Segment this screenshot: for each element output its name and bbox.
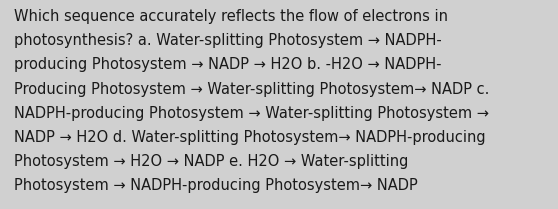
Text: Producing Photosystem → Water-splitting Photosystem→ NADP c.: Producing Photosystem → Water-splitting …: [14, 82, 489, 97]
Text: NADPH-producing Photosystem → Water-splitting Photosystem →: NADPH-producing Photosystem → Water-spli…: [14, 106, 489, 121]
Text: photosynthesis? a. Water-splitting Photosystem → NADPH-: photosynthesis? a. Water-splitting Photo…: [14, 33, 442, 48]
Text: Photosystem → H2O → NADP e. H2O → Water-splitting: Photosystem → H2O → NADP e. H2O → Water-…: [14, 154, 408, 169]
Text: NADP → H2O d. Water-splitting Photosystem→ NADPH-producing: NADP → H2O d. Water-splitting Photosyste…: [14, 130, 485, 145]
Text: Photosystem → NADPH-producing Photosystem→ NADP: Photosystem → NADPH-producing Photosyste…: [14, 178, 418, 193]
Text: Which sequence accurately reflects the flow of electrons in: Which sequence accurately reflects the f…: [14, 9, 448, 24]
Text: producing Photosystem → NADP → H2O b. -H2O → NADPH-: producing Photosystem → NADP → H2O b. -H…: [14, 57, 441, 73]
